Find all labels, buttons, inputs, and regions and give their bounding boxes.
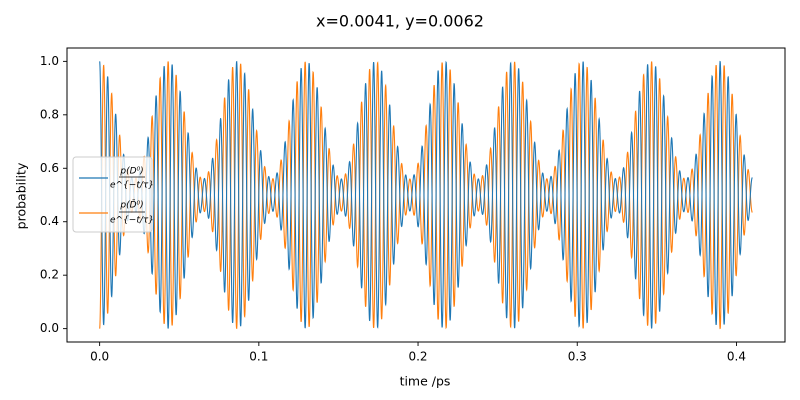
legend: p(D⁰) e^{−t/τ} p(D̄⁰) e^{−t/τ} <box>72 156 154 233</box>
x-tick-label: 0.1 <box>249 350 268 364</box>
x-tick-label: 0.3 <box>568 350 587 364</box>
y-tick-label: 0.6 <box>40 161 59 175</box>
plot-area: 0.0 0.1 0.2 0.3 0.4 0.0 0.2 0.4 0.6 0.8 1.0 <box>40 47 786 364</box>
legend-label-series-2-numerator: p(D̄⁰) <box>119 199 143 211</box>
series-line-1 <box>99 60 753 329</box>
series-line-2 <box>99 61 753 330</box>
x-tick-label: 0.0 <box>90 350 109 364</box>
axes-frame <box>66 47 786 343</box>
y-tick-label: 0.0 <box>40 321 59 335</box>
y-tick-label: 0.4 <box>40 214 59 228</box>
x-tick-label: 0.4 <box>727 350 746 364</box>
x-axis-ticks: 0.0 0.1 0.2 0.3 0.4 <box>90 342 746 364</box>
x-axis-label: time /ps <box>400 374 451 389</box>
x-tick-label: 0.2 <box>408 350 427 364</box>
chart-title: x=0.0041, y=0.0062 <box>316 12 484 31</box>
y-tick-label: 0.8 <box>40 107 59 121</box>
y-axis-label: probability <box>14 162 29 229</box>
y-axis-ticks: 0.0 0.2 0.4 0.6 0.8 1.0 <box>40 54 67 335</box>
legend-label-series-2-denominator: e^{−t/τ} <box>110 216 154 226</box>
y-tick-label: 1.0 <box>40 54 59 68</box>
legend-label-series-1-denominator: e^{−t/τ} <box>110 181 154 191</box>
series-layer <box>99 60 753 330</box>
y-tick-label: 0.2 <box>40 268 59 282</box>
legend-label-series-1-numerator: p(D⁰) <box>119 167 143 177</box>
